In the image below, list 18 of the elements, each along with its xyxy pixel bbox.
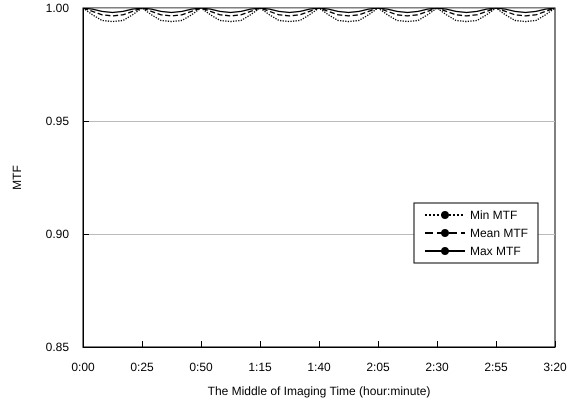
x-axis-title: The Middle of Imaging Time (hour:minute) [208, 384, 430, 398]
x-tick-label: 3:20 [543, 360, 567, 374]
y-tick-label: 0.95 [46, 114, 70, 128]
x-tick-label: 1:15 [248, 360, 272, 374]
y-tick-label: 1.00 [46, 1, 70, 15]
x-tick-label: 2:30 [425, 360, 450, 374]
x-tick-label: 2:05 [366, 360, 390, 374]
legend-label: Mean MTF [470, 226, 528, 240]
y-tick-label: 0.85 [46, 340, 70, 354]
y-axis-title: MTF [10, 165, 24, 190]
y-tick-label: 0.90 [46, 227, 70, 241]
x-tick-label: 0:50 [189, 360, 213, 374]
legend-label: Min MTF [470, 208, 518, 222]
x-tick-label: 0:00 [71, 360, 95, 374]
x-tick-label: 1:40 [307, 360, 332, 374]
x-tick-label: 2:55 [484, 360, 508, 374]
legend-label: Max MTF [470, 244, 521, 258]
x-tick-label: 0:25 [130, 360, 154, 374]
